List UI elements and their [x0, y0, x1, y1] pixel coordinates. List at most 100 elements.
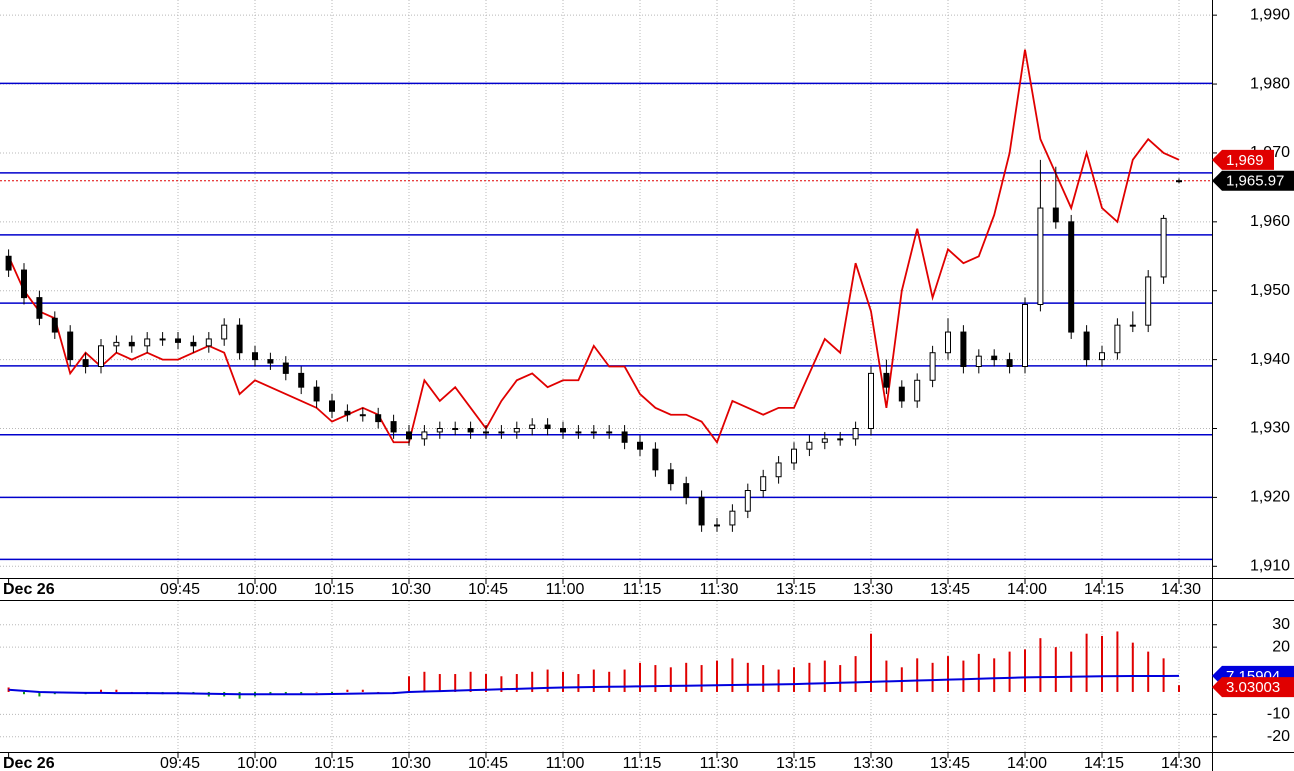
y-tick-label: 1,910	[1250, 558, 1290, 575]
y-tick-label: 30	[1272, 616, 1290, 633]
candle-body	[775, 462, 782, 478]
histogram-bar	[731, 658, 734, 692]
histogram-bar	[269, 691, 272, 695]
x-tick-label: 11:30	[700, 755, 739, 771]
price-marker-label: 1,969	[1226, 152, 1264, 169]
histogram-bar	[1116, 631, 1119, 692]
histogram-bar	[839, 665, 842, 692]
x-tick-label: 10:45	[468, 755, 508, 771]
histogram-bar	[1039, 638, 1042, 692]
histogram-bar	[361, 689, 364, 692]
histogram-bar	[100, 689, 102, 692]
histogram-bar	[1085, 633, 1088, 692]
candle-body	[729, 510, 736, 526]
candle-body	[221, 324, 228, 340]
price-marker-label: 1,965.97	[1226, 173, 1284, 190]
candle-body	[252, 352, 258, 361]
histogram-bar	[885, 660, 888, 692]
candle-body	[914, 379, 921, 402]
candle-body	[606, 431, 613, 434]
histogram-bar	[808, 662, 811, 692]
y-tick-label: 1,980	[1250, 75, 1290, 92]
candle-body	[621, 431, 628, 443]
price-marker	[1212, 677, 1294, 698]
x-tick-label: 11:15	[623, 581, 662, 598]
candle-body	[144, 338, 151, 347]
histogram-bar	[685, 662, 688, 692]
candle-body	[1114, 324, 1121, 354]
candle-body	[483, 431, 489, 434]
y-tick-label: 1,950	[1250, 282, 1290, 299]
x-tick-label: 14:30	[1161, 755, 1201, 771]
candle-body	[467, 428, 474, 433]
histogram-bar	[592, 669, 595, 692]
candle-body	[1160, 217, 1167, 278]
x-tick-label: 14:30	[1161, 581, 1201, 598]
candle-body	[298, 372, 305, 388]
histogram-bar	[1178, 685, 1180, 692]
y-tick-label: 1,940	[1250, 351, 1290, 368]
candle-body	[1037, 207, 1044, 306]
histogram-bar	[1054, 647, 1057, 692]
candle-body	[113, 341, 120, 347]
candle-body	[667, 469, 674, 485]
histogram-bar	[993, 658, 996, 692]
candle-body	[452, 428, 459, 431]
candle-body	[375, 414, 382, 423]
y-tick-label: 1,920	[1250, 489, 1290, 506]
x-tick-label: 14:15	[1084, 755, 1124, 771]
candle-body	[714, 524, 720, 527]
x-tick-label: 13:15	[776, 581, 816, 598]
histogram-bar	[408, 676, 410, 692]
histogram-bar	[793, 667, 795, 692]
histogram-bar	[238, 691, 241, 699]
candle-body	[590, 431, 597, 434]
candle-body	[852, 428, 859, 440]
x-tick-label: 11:00	[546, 581, 585, 598]
histogram-bar	[870, 633, 872, 692]
candle-body	[544, 424, 551, 430]
candle-body	[821, 438, 828, 443]
x-tick-label: 10:15	[314, 581, 354, 598]
histogram-bar	[900, 667, 903, 692]
histogram-bar	[469, 671, 472, 692]
x-tick-label: 11:15	[623, 755, 662, 771]
candle-body	[36, 297, 43, 319]
histogram-bar	[977, 653, 980, 692]
candle-body	[883, 372, 890, 388]
histogram-bar	[608, 671, 611, 692]
x-tick-label: 13:45	[930, 581, 970, 598]
candle-body	[159, 338, 166, 341]
y-tick-label: 1,930	[1250, 420, 1290, 437]
candle-body	[1006, 359, 1013, 368]
histogram-bar	[746, 662, 749, 692]
histogram-bar	[1147, 651, 1150, 692]
histogram-bar	[639, 662, 641, 692]
histogram-bar	[438, 674, 441, 692]
histogram-bar	[854, 656, 857, 692]
x-tick-label: 14:15	[1084, 581, 1124, 598]
candle-body	[1145, 276, 1152, 326]
candle-body	[406, 431, 412, 440]
candle-body	[205, 338, 212, 347]
candle-body	[344, 410, 351, 416]
x-tick-label: Dec 26	[3, 755, 55, 771]
histogram-bar	[762, 665, 765, 692]
histogram-bar	[115, 689, 118, 692]
candle-body	[390, 421, 397, 433]
histogram-bar	[300, 691, 303, 695]
candle-body	[1176, 180, 1182, 183]
y-tick-label: 20	[1272, 638, 1290, 655]
candle-body	[51, 317, 58, 333]
x-tick-label: 10:45	[468, 581, 508, 598]
y-tick-label: 1,990	[1250, 6, 1290, 23]
x-tick-label: 13:30	[853, 755, 893, 771]
candle-body	[960, 331, 967, 368]
candle-body	[991, 355, 998, 361]
price-marker	[1212, 170, 1294, 191]
candle-body	[698, 496, 705, 526]
histogram-bar	[777, 669, 780, 692]
histogram-bar	[423, 671, 426, 692]
candle-body	[1083, 331, 1090, 361]
